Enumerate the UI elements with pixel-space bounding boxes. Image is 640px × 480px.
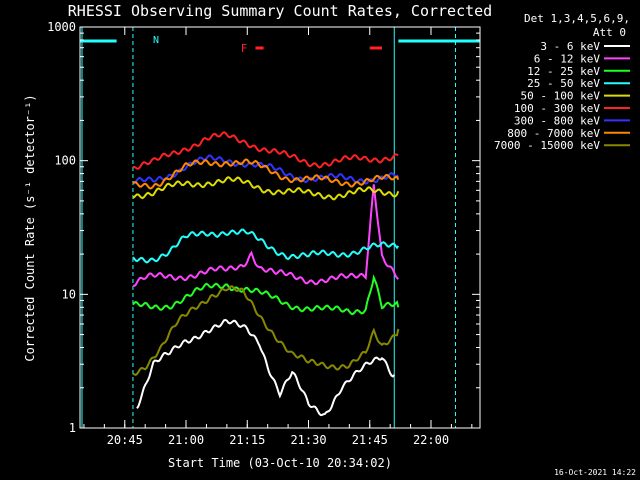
series-line-3-6keV [136,318,396,417]
legend-entry-label: 800 - 7000 keV [507,127,600,140]
x-tick-label: 21:00 [168,433,204,447]
series-line-800-7000keV [132,158,400,190]
y-tick-label: 100 [54,154,76,168]
axes-frame [79,26,481,429]
series-line-25-50keV [132,228,400,264]
legend-entry-label: 300 - 800 keV [514,114,600,127]
legend-header-line-1: Det 1,3,4,5,6,9, [524,12,630,25]
legend-entry-label: 100 - 300 keV [514,102,600,115]
legend-entry-label: 3 - 6 keV [540,40,600,53]
legend-entry-label: 25 - 50 keV [527,77,600,90]
legend-entry-label: 12 - 25 keV [527,65,600,78]
x-tick-label: 21:30 [290,433,326,447]
series-line-50-100keV [132,176,400,201]
legend-header-line-2: Att 0 [593,26,626,39]
y-tick-label: 1 [69,421,76,435]
y-tick-label: 1000 [47,20,76,34]
series-line-6-12keV [132,184,399,287]
y-tick-label: 10 [62,287,76,301]
night-marker: N [153,35,159,46]
x-tick-label: 21:45 [352,433,388,447]
x-axis-label: Start Time (03-Oct-10 20:34:02) [168,456,392,470]
flare-marker: F [241,42,248,55]
legend-entry-label: 6 - 12 keV [534,52,601,65]
x-tick-label: 22:00 [413,433,449,447]
x-tick-label: 20:45 [107,433,143,447]
x-tick-label: 21:15 [229,433,265,447]
series-line-7000-15000keV [132,285,400,377]
plot-area: 1 10 100 1000 20:45 21:00 21:15 21:30 21:45 22:00 [47,20,481,447]
legend-entry-label: 7000 - 15000 keV [494,139,600,152]
footer-date: 16-Oct-2021 14:22 [554,468,636,477]
chart-title: RHESSI Observing Summary Count Rates, Co… [68,2,492,20]
series-line-12-25keV [132,274,400,316]
legend-entry-label: 50 - 100 keV [521,90,601,103]
series-line-100-300keV [132,131,399,170]
y-axis-label: Corrected Count Rate (s⁻¹ detector⁻¹) [23,94,37,361]
